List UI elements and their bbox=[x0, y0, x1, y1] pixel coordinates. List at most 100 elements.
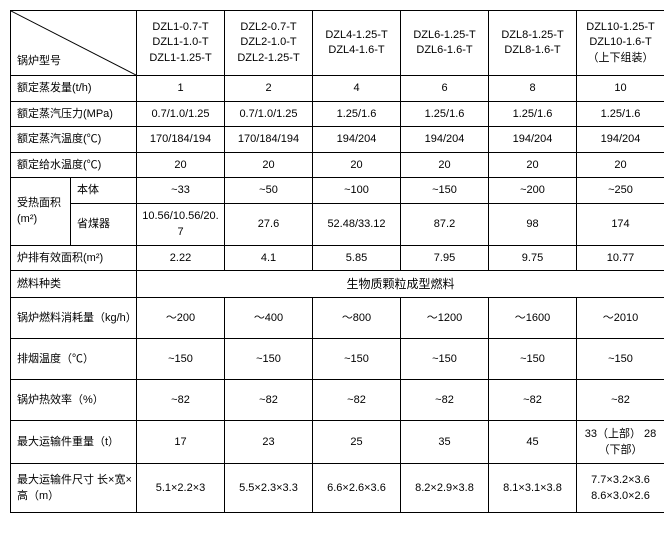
cell: 0.7/1.0/1.25 bbox=[225, 101, 313, 127]
cell: 9.75 bbox=[489, 245, 577, 271]
row-pressure: 额定蒸汽压力(MPa) 0.7/1.0/1.250.7/1.0/1.251.25… bbox=[11, 101, 664, 127]
cell: 25 bbox=[313, 421, 401, 464]
cell: 45 bbox=[489, 421, 577, 464]
cell: 10.56/10.56/20.7 bbox=[137, 203, 225, 245]
model-col-4: DZL8-1.25-TDZL8-1.6-T bbox=[489, 11, 577, 76]
cell: 52.48/33.12 bbox=[313, 203, 401, 245]
cell: 4.1 bbox=[225, 245, 313, 271]
cell: 1.25/1.6 bbox=[577, 101, 664, 127]
label-evap: 额定蒸发量(t/h) bbox=[11, 76, 137, 102]
cell: ~82 bbox=[137, 380, 225, 421]
fuel-type-value: 生物质颗粒成型燃料 bbox=[137, 271, 664, 298]
cell: ～1200 bbox=[401, 298, 489, 339]
label-grate: 炉排有效面积(m²) bbox=[11, 245, 137, 271]
cell: ~82 bbox=[577, 380, 664, 421]
cell: 0.7/1.0/1.25 bbox=[137, 101, 225, 127]
row-max-weight: 最大运输件重量（t） 172325354533（上部） 28（下部） bbox=[11, 421, 664, 464]
cell: 5.85 bbox=[313, 245, 401, 271]
cell: 174 bbox=[577, 203, 664, 245]
cell: ～400 bbox=[225, 298, 313, 339]
row-max-dim: 最大运输件尺寸 长×宽×高（m） 5.1×2.2×35.5×2.3×3.36.6… bbox=[11, 464, 664, 513]
cell: 170/184/194 bbox=[225, 127, 313, 153]
label-economizer: 省煤器 bbox=[71, 203, 137, 245]
label-max-dim: 最大运输件尺寸 长×宽×高（m） bbox=[11, 464, 137, 513]
cell: 8 bbox=[489, 76, 577, 102]
cell: 87.2 bbox=[401, 203, 489, 245]
label-efficiency: 锅炉热效率（%） bbox=[11, 380, 137, 421]
cell: ～800 bbox=[313, 298, 401, 339]
cell: ~150 bbox=[401, 339, 489, 380]
cell: ~82 bbox=[401, 380, 489, 421]
row-fuel-cons: 锅炉燃料消耗量（kg/h） ～200～400～800～1200～1600～201… bbox=[11, 298, 664, 339]
cell: 170/184/194 bbox=[137, 127, 225, 153]
cell: ~150 bbox=[137, 339, 225, 380]
cell: 2.22 bbox=[137, 245, 225, 271]
model-col-0: DZL1-0.7-TDZL1-1.0-TDZL1-1.25-T bbox=[137, 11, 225, 76]
cell: 8.1×3.1×3.8 bbox=[489, 464, 577, 513]
table-header-row: 锅炉型号 DZL1-0.7-TDZL1-1.0-TDZL1-1.25-T DZL… bbox=[11, 11, 664, 76]
model-col-5: DZL10-1.25-TDZL10-1.6-T（上下组装） bbox=[577, 11, 664, 76]
cell: ~150 bbox=[401, 178, 489, 204]
label-fuel-cons: 锅炉燃料消耗量（kg/h） bbox=[11, 298, 137, 339]
cell: 8.2×2.9×3.8 bbox=[401, 464, 489, 513]
cell: ~82 bbox=[489, 380, 577, 421]
cell: 194/204 bbox=[313, 127, 401, 153]
cell: ~200 bbox=[489, 178, 577, 204]
model-col-1: DZL2-0.7-TDZL2-1.0-TDZL2-1.25-T bbox=[225, 11, 313, 76]
cell: ～2010 bbox=[577, 298, 664, 339]
label-feed-temp: 额定给水温度(℃) bbox=[11, 152, 137, 178]
cell: 98 bbox=[489, 203, 577, 245]
model-col-3: DZL6-1.25-TDZL6-1.6-T bbox=[401, 11, 489, 76]
cell: ~100 bbox=[313, 178, 401, 204]
cell: 27.6 bbox=[225, 203, 313, 245]
row-header-label: 锅炉型号 bbox=[17, 53, 61, 70]
cell: 20 bbox=[313, 152, 401, 178]
cell: 20 bbox=[577, 152, 664, 178]
label-fuel-type: 燃料种类 bbox=[11, 271, 137, 298]
cell: ~150 bbox=[313, 339, 401, 380]
cell: 10 bbox=[577, 76, 664, 102]
label-heat-area: 受热面积(m²) bbox=[11, 178, 71, 246]
cell: ~50 bbox=[225, 178, 313, 204]
cell: ～1600 bbox=[489, 298, 577, 339]
cell: 35 bbox=[401, 421, 489, 464]
row-efficiency: 锅炉热效率（%） ~82~82~82~82~82~82 bbox=[11, 380, 664, 421]
cell: 1 bbox=[137, 76, 225, 102]
cell: 6.6×2.6×3.6 bbox=[313, 464, 401, 513]
label-pressure: 额定蒸汽压力(MPa) bbox=[11, 101, 137, 127]
cell: ~250 bbox=[577, 178, 664, 204]
label-exhaust-temp: 排烟温度（℃） bbox=[11, 339, 137, 380]
cell: 194/204 bbox=[577, 127, 664, 153]
cell: 2 bbox=[225, 76, 313, 102]
cell: 194/204 bbox=[489, 127, 577, 153]
row-economizer: 省煤器 10.56/10.56/20.727.652.48/33.1287.29… bbox=[11, 203, 664, 245]
cell: 1.25/1.6 bbox=[489, 101, 577, 127]
model-col-2: DZL4-1.25-TDZL4-1.6-T bbox=[313, 11, 401, 76]
row-body: 受热面积(m²) 本体 ~33~50~100~150~200~250 bbox=[11, 178, 664, 204]
label-body: 本体 bbox=[71, 178, 137, 204]
cell: ~33 bbox=[137, 178, 225, 204]
cell: 20 bbox=[401, 152, 489, 178]
label-steam-temp: 额定蒸汽温度(℃) bbox=[11, 127, 137, 153]
cell: 20 bbox=[137, 152, 225, 178]
row-exhaust-temp: 排烟温度（℃） ~150~150~150~150~150~150 bbox=[11, 339, 664, 380]
row-evap: 额定蒸发量(t/h) 1246810 bbox=[11, 76, 664, 102]
cell: 20 bbox=[489, 152, 577, 178]
cell: ~150 bbox=[225, 339, 313, 380]
row-grate: 炉排有效面积(m²) 2.224.15.857.959.7510.77 bbox=[11, 245, 664, 271]
boiler-spec-table: 锅炉型号 DZL1-0.7-TDZL1-1.0-TDZL1-1.25-T DZL… bbox=[10, 10, 664, 513]
cell: 17 bbox=[137, 421, 225, 464]
cell: 4 bbox=[313, 76, 401, 102]
row-steam-temp: 额定蒸汽温度(℃) 170/184/194170/184/194194/2041… bbox=[11, 127, 664, 153]
cell: 10.77 bbox=[577, 245, 664, 271]
cell: ~82 bbox=[225, 380, 313, 421]
cell: ~150 bbox=[489, 339, 577, 380]
cell: 20 bbox=[225, 152, 313, 178]
cell: 33（上部） 28（下部） bbox=[577, 421, 664, 464]
cell: 1.25/1.6 bbox=[401, 101, 489, 127]
cell: ~82 bbox=[313, 380, 401, 421]
cell: ～200 bbox=[137, 298, 225, 339]
cell: 7.95 bbox=[401, 245, 489, 271]
cell: 1.25/1.6 bbox=[313, 101, 401, 127]
row-fuel-type: 燃料种类 生物质颗粒成型燃料 bbox=[11, 271, 664, 298]
